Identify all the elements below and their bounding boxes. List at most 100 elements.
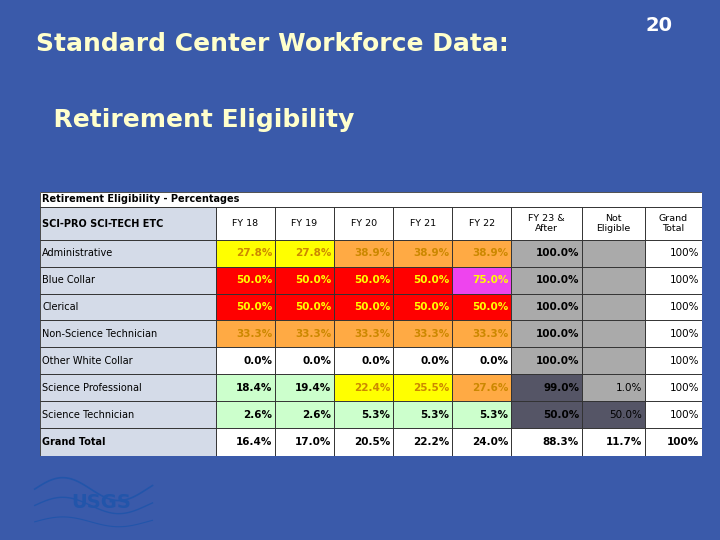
Bar [582,320,645,347]
Bar [582,347,645,374]
Bar [40,347,216,374]
Bar [582,207,645,240]
Bar [216,428,275,456]
Bar [582,401,645,428]
Text: 100%: 100% [670,248,699,258]
Bar [452,207,511,240]
Bar [511,240,582,267]
Bar [393,401,452,428]
Bar [582,401,645,428]
Bar [334,347,393,374]
Text: 50.0%: 50.0% [543,409,579,420]
Bar [645,401,702,428]
Bar [511,347,582,374]
Bar [511,240,582,267]
Text: 33.3%: 33.3% [295,329,331,339]
Text: 17.0%: 17.0% [295,437,331,447]
Bar [275,207,334,240]
Text: 33.3%: 33.3% [413,329,449,339]
Bar [645,320,702,347]
Text: FY 19: FY 19 [292,219,318,228]
Bar [275,294,334,320]
Text: 38.9%: 38.9% [472,248,508,258]
Bar [40,428,216,456]
Bar [393,294,452,320]
Text: Grand Total: Grand Total [42,437,106,447]
Bar [511,267,582,294]
Bar [40,294,216,320]
Bar [40,401,216,428]
Text: Not
Eligible: Not Eligible [596,214,631,233]
Bar [216,374,275,401]
Bar [216,240,275,267]
Text: 100%: 100% [670,356,699,366]
Text: 1.0%: 1.0% [616,383,642,393]
Bar [40,347,216,374]
Bar [334,320,393,347]
Bar [393,428,452,456]
Bar [275,374,334,401]
Bar [393,207,452,240]
Bar [645,294,702,320]
Bar [511,207,582,240]
Bar [511,374,582,401]
Text: 16.4%: 16.4% [236,437,272,447]
Bar [511,294,582,320]
Bar [452,240,511,267]
Bar [334,374,393,401]
Text: 24.0%: 24.0% [472,437,508,447]
Text: Blue Collar: Blue Collar [42,275,95,285]
Bar [40,320,216,347]
Bar [582,240,645,267]
Bar [275,347,334,374]
Bar [275,207,334,240]
Bar [275,240,334,267]
Bar [334,401,393,428]
Text: 27.6%: 27.6% [472,383,508,393]
Bar [645,401,702,428]
Bar [511,294,582,320]
Text: Standard Center Workforce Data:: Standard Center Workforce Data: [36,32,509,56]
Text: FY 20: FY 20 [351,219,377,228]
Bar [511,428,582,456]
Text: Non-Science Technician: Non-Science Technician [42,329,158,339]
Bar [452,347,511,374]
Text: 50.0%: 50.0% [295,275,331,285]
Bar [511,207,582,240]
Bar [582,207,645,240]
Bar [452,320,511,347]
Bar [216,294,275,320]
Bar [452,347,511,374]
Bar [40,207,216,240]
Text: 5.3%: 5.3% [361,409,390,420]
Text: 99.0%: 99.0% [543,383,579,393]
Bar [511,320,582,347]
Text: 33.3%: 33.3% [472,329,508,339]
Bar [393,267,452,294]
Bar [216,267,275,294]
Text: Science Technician: Science Technician [42,409,135,420]
Text: 100%: 100% [670,329,699,339]
Text: 100%: 100% [667,437,699,447]
Bar [452,240,511,267]
Bar [452,267,511,294]
Text: 100%: 100% [670,302,699,312]
Bar [275,374,334,401]
Bar [452,374,511,401]
Text: 20.5%: 20.5% [354,437,390,447]
Text: 33.3%: 33.3% [354,329,390,339]
Bar [334,374,393,401]
Text: 50.0%: 50.0% [472,302,508,312]
Text: 19.4%: 19.4% [295,383,331,393]
Bar [393,294,452,320]
Bar [216,347,275,374]
Text: 27.8%: 27.8% [236,248,272,258]
Bar [334,294,393,320]
Text: 100.0%: 100.0% [536,275,579,285]
Bar [582,428,645,456]
Bar [582,267,645,294]
Bar [452,207,511,240]
Bar [40,240,216,267]
Text: 100.0%: 100.0% [536,302,579,312]
Bar [645,428,702,456]
